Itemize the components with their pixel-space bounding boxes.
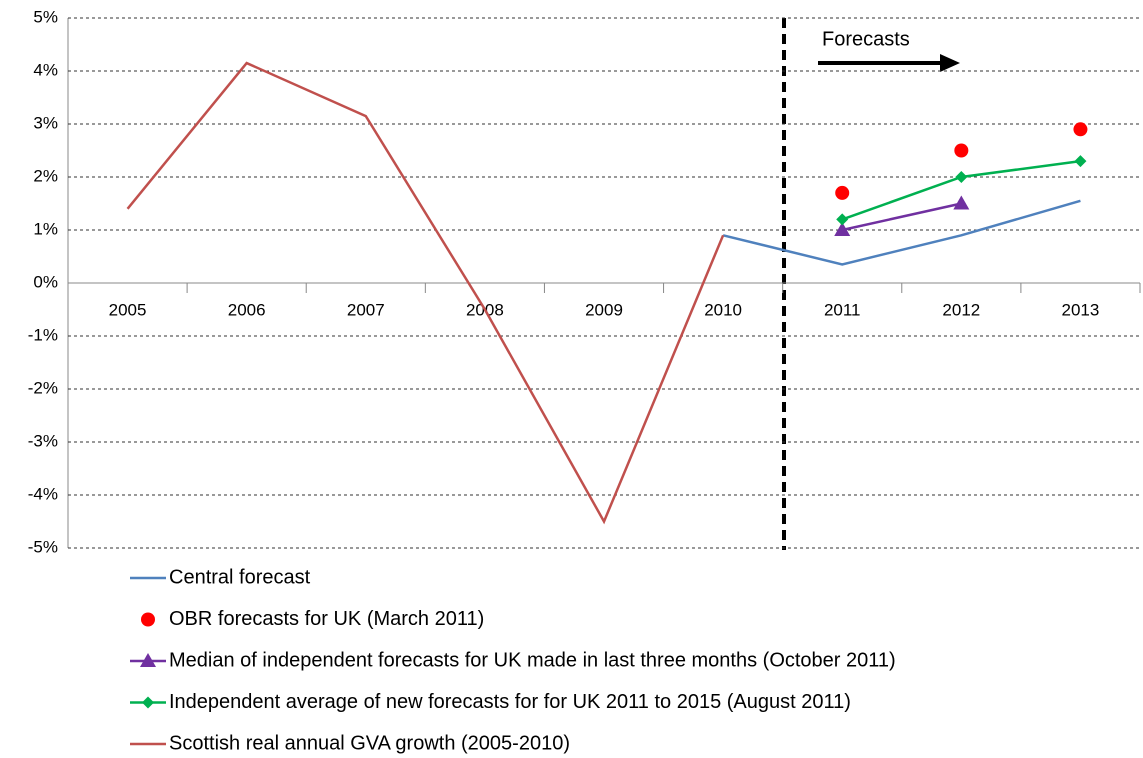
y-tick-label: -4% [28,484,58,503]
legend-label: Median of independent forecasts for UK m… [169,649,896,671]
y-tick-label: -5% [28,537,58,556]
point [1074,155,1087,168]
annotation: Forecasts [822,28,910,50]
series-line [722,199,1081,266]
point [836,213,849,226]
y-tick-label: 5% [33,7,58,26]
y-tick-label: 1% [33,219,58,238]
x-tick-label: 2006 [228,300,266,319]
x-tick-label: 2009 [585,300,623,319]
point [955,171,968,183]
legend-marker [142,696,154,709]
y-tick-label: 2% [33,166,58,185]
legend-marker [141,612,155,627]
point [834,222,851,236]
legend-label: OBR forecasts for UK (March 2011) [169,608,484,630]
point [954,143,969,158]
y-tick-label: 4% [33,60,58,79]
x-tick-label: 2013 [1062,300,1100,319]
x-tick-label: 2012 [942,300,980,319]
point [1073,122,1088,137]
x-tick-label: 2010 [704,300,742,319]
legend-marker [140,653,156,667]
x-tick-label: 2007 [347,300,385,319]
y-tick-label: -3% [28,431,58,450]
series-line [841,202,962,232]
x-tick-label: 2011 [824,300,861,319]
point [835,185,850,200]
series-line [126,61,725,525]
annotation-arrowhead [940,54,960,72]
legend-label: Independent average of new forecasts for… [169,691,851,713]
y-tick-label: -2% [28,378,58,397]
y-tick-label: -1% [28,325,58,344]
y-tick-label: 0% [33,272,58,291]
x-tick-label: 2005 [109,300,147,319]
point [953,195,970,210]
legend-label: Central forecast [169,566,311,588]
legend-label: Scottish real annual GVA growth (2005-20… [169,732,570,754]
y-tick-label: 3% [33,113,58,132]
